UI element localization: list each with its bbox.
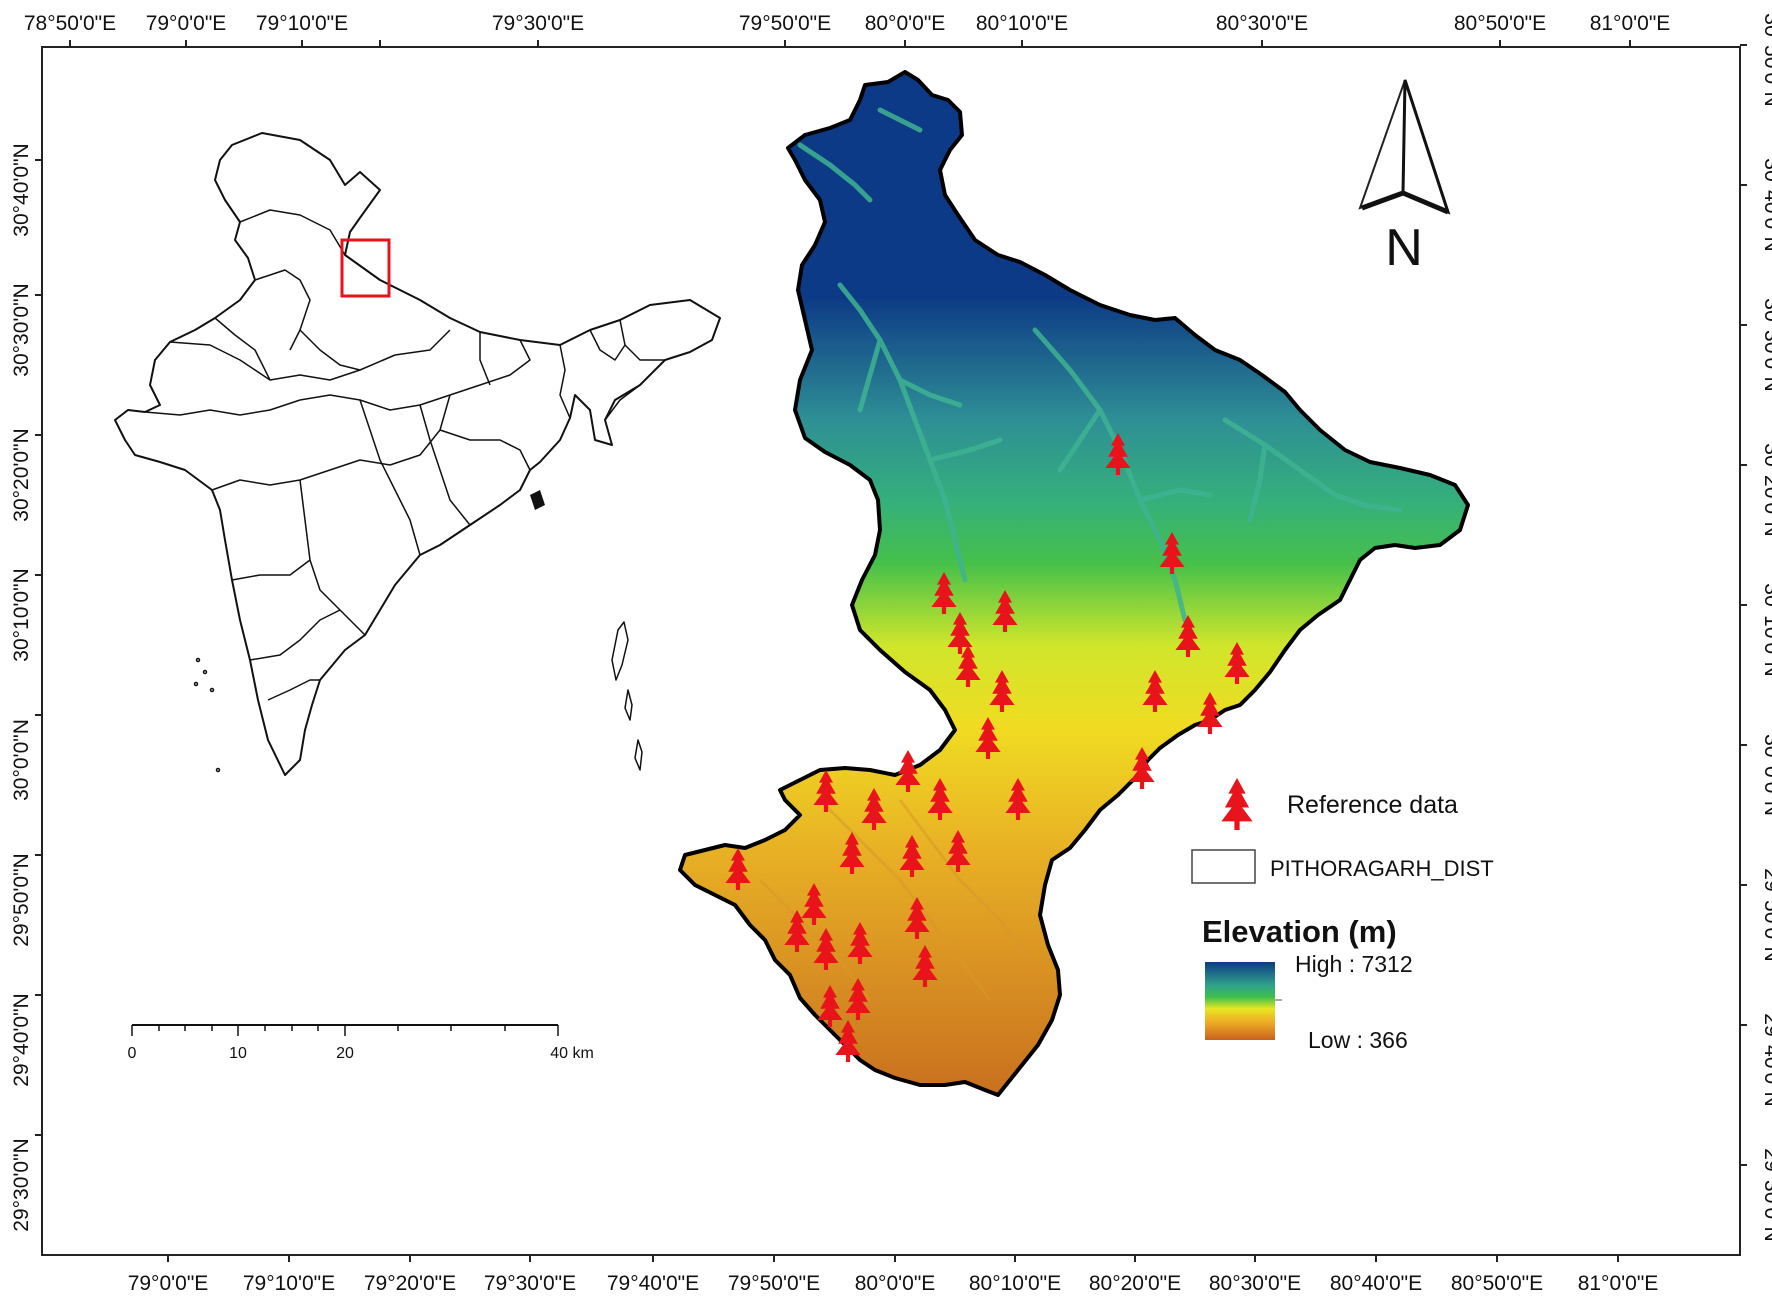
bottom-tick-label: 79°0'0"E	[128, 1272, 209, 1295]
bottom-tick-label: 80°10'0"E	[969, 1272, 1061, 1295]
bottom-tick-labels: 79°0'0"E 79°10'0"E 79°20'0"E 79°30'0"E 7…	[128, 1272, 1659, 1295]
india-state-borders	[144, 209, 665, 701]
right-tick-label: 29°50'0"N	[1760, 868, 1772, 961]
left-tick-label: 29°50'0"N	[10, 853, 33, 946]
top-tick-label: 81°0'0"E	[1590, 12, 1671, 35]
bottom-tick-label: 80°40'0"E	[1330, 1272, 1422, 1295]
islands	[193, 621, 643, 773]
right-tick-label: 29°40'0"N	[1760, 1013, 1772, 1106]
left-tick-label: 30°0'0"N	[10, 719, 33, 801]
legend-low-label: Low : 366	[1308, 1027, 1408, 1053]
legend-elevation-title: Elevation (m)	[1202, 914, 1397, 949]
legend-elevation-ramp	[1205, 962, 1275, 1040]
scale-bar-label: 0	[128, 1045, 137, 1062]
left-tick-label: 29°40'0"N	[10, 993, 33, 1086]
district-boundary	[678, 70, 1470, 1097]
sundarbans-patch	[530, 490, 545, 510]
india-inset-map	[114, 132, 721, 776]
right-tick-label: 30°30'0"N	[1760, 298, 1772, 391]
left-tick-label: 30°30'0"N	[10, 283, 33, 376]
top-tick-labels: 78°50'0"E 79°0'0"E 79°10'0"E 79°30'0"E 7…	[24, 12, 1670, 35]
north-arrow-label: N	[1385, 219, 1423, 277]
right-tick-label: 30°10'0"N	[1760, 583, 1772, 676]
legend-reference-label: Reference data	[1287, 791, 1458, 819]
north-arrow: N	[1358, 79, 1451, 277]
left-tick-label: 30°40'0"N	[10, 143, 33, 236]
top-tick-label: 80°30'0"E	[1216, 12, 1308, 35]
north-arrow-base	[1361, 190, 1449, 215]
bottom-tick-label: 81°0'0"E	[1578, 1272, 1659, 1295]
top-tick-label: 79°30'0"E	[492, 12, 584, 35]
top-tick-label: 80°10'0"E	[976, 12, 1068, 35]
bottom-tick-label: 79°30'0"E	[484, 1272, 576, 1295]
top-tick-label: 79°0'0"E	[146, 12, 227, 35]
bottom-tick-label: 80°30'0"E	[1209, 1272, 1301, 1295]
pithoragarh-elevation-map	[678, 70, 1470, 1097]
bottom-tick-label: 80°0'0"E	[855, 1272, 936, 1295]
scale-bar: 0 10 20 40 km	[128, 1024, 594, 1062]
study-area-locator-box	[340, 238, 391, 298]
top-tick-label: 80°0'0"E	[865, 12, 946, 35]
bottom-tick-label: 79°50'0"E	[728, 1272, 820, 1295]
left-tick-labels: 30°40'0"N 30°30'0"N 30°20'0"N 30°10'0"N …	[10, 143, 33, 1231]
bottom-tick-label: 80°20'0"E	[1089, 1272, 1181, 1295]
right-tick-label: 30°40'0"N	[1760, 158, 1772, 251]
left-tick-label: 30°20'0"N	[10, 428, 33, 521]
right-tick-label: 29°30'0"N	[1760, 1148, 1772, 1241]
left-tick-label: 30°10'0"N	[10, 568, 33, 661]
scale-bar-label: 10	[229, 1045, 247, 1062]
legend-district-swatch	[1191, 849, 1256, 884]
top-tick-label: 80°50'0"E	[1454, 12, 1546, 35]
right-tick-label: 30°50'0"N	[1760, 13, 1772, 106]
bottom-tick-label: 80°50'0"E	[1451, 1272, 1543, 1295]
scale-bar-ticks	[131, 1025, 559, 1036]
left-tick-label: 29°30'0"N	[10, 1138, 33, 1231]
bottom-tick-label: 79°10'0"E	[243, 1272, 335, 1295]
right-tick-labels: 30°50'0"N 30°40'0"N 30°30'0"N 30°20'0"N …	[1760, 13, 1772, 1241]
frame-ticks	[35, 40, 1747, 1262]
right-tick-label: 30°0'0"N	[1760, 734, 1772, 816]
legend-high-label: High : 7312	[1295, 951, 1413, 977]
top-tick-label: 78°50'0"E	[24, 12, 116, 35]
legend-district-label: PITHORAGARH_DIST	[1270, 856, 1494, 881]
scale-bar-label: 40 km	[550, 1045, 594, 1062]
top-tick-label: 79°10'0"E	[256, 12, 348, 35]
bottom-tick-label: 79°40'0"E	[607, 1272, 699, 1295]
scale-bar-label: 20	[336, 1045, 354, 1062]
right-tick-label: 30°20'0"N	[1760, 443, 1772, 536]
legend: Reference data PITHORAGARH_DIST Elevatio…	[1191, 778, 1494, 1053]
bottom-tick-label: 79°20'0"E	[364, 1272, 456, 1295]
top-tick-label: 79°50'0"E	[739, 12, 831, 35]
